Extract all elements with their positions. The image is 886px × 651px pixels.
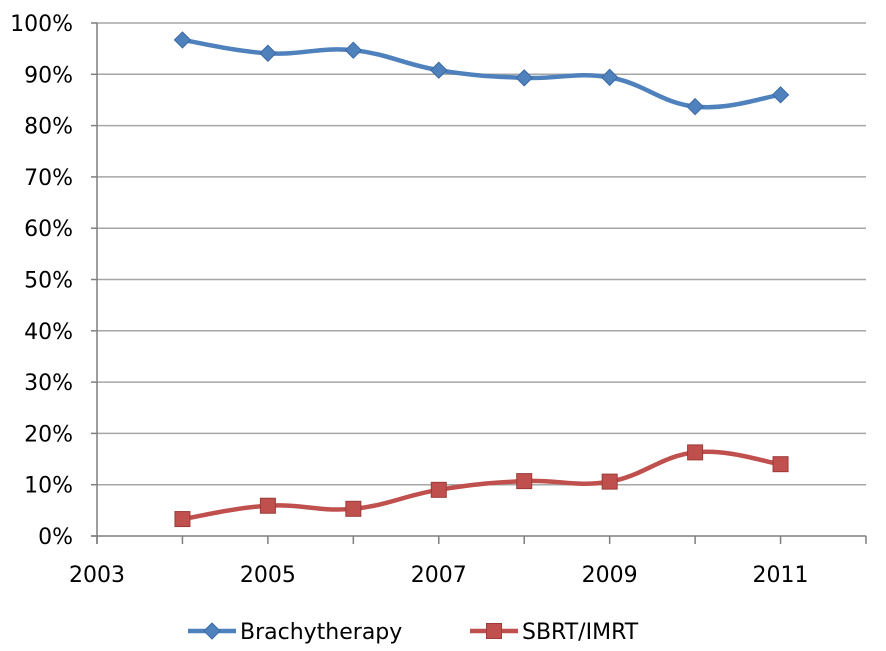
data-point — [259, 497, 276, 514]
data-point — [687, 444, 704, 461]
y-tick-label: 80% — [24, 115, 73, 140]
x-tick-labels: 2003 2005 2007 2009 2011 — [69, 563, 809, 588]
data-point — [259, 44, 277, 62]
y-tick-label: 60% — [24, 217, 73, 242]
y-tick-label: 70% — [24, 166, 73, 191]
y-tick-labels: 0% 10% 20% 30% 40% 50% 60% 70% 80% 90% 100% — [10, 12, 73, 550]
legend-square-marker — [486, 623, 502, 639]
y-tick-label: 90% — [24, 63, 73, 88]
y-tick-label: 10% — [24, 474, 73, 499]
x-tick-label: 2009 — [582, 563, 638, 588]
y-tick-label: 30% — [24, 371, 73, 396]
series-brachytherapy — [173, 31, 790, 116]
data-point — [601, 473, 618, 490]
series-sbrt-imrt — [174, 444, 789, 528]
data-series — [173, 31, 790, 528]
series-line — [180, 449, 783, 522]
data-point — [345, 500, 362, 517]
data-point — [174, 511, 191, 528]
axes — [91, 22, 867, 544]
x-tick-label: 2003 — [69, 563, 125, 588]
series-line — [180, 37, 783, 110]
data-point — [344, 41, 363, 59]
legend-label: Brachytherapy — [240, 620, 402, 645]
x-tick-label: 2007 — [411, 563, 467, 588]
data-point — [516, 473, 533, 490]
y-tick-label: 40% — [24, 320, 73, 345]
data-point — [173, 31, 192, 49]
data-point — [515, 69, 533, 87]
data-point — [772, 456, 789, 473]
data-point — [686, 97, 704, 116]
legend: Brachytherapy SBRT/IMRT — [188, 620, 639, 645]
y-tick-label: 50% — [24, 269, 73, 294]
legend-item: Brachytherapy — [188, 620, 402, 645]
x-tick-label: 2005 — [240, 563, 296, 588]
data-point — [430, 61, 448, 79]
data-point — [600, 68, 619, 87]
legend-item: SBRT/IMRT — [470, 620, 639, 645]
y-tick-label: 100% — [10, 12, 73, 37]
x-tick-label: 2011 — [753, 563, 809, 588]
data-point — [771, 86, 790, 104]
gridlines — [97, 22, 866, 486]
data-point — [430, 481, 447, 498]
legend-label: SBRT/IMRT — [522, 620, 639, 645]
y-tick-label: 0% — [38, 525, 73, 550]
y-tick-label: 20% — [24, 422, 73, 447]
legend-diamond-marker — [203, 622, 221, 640]
